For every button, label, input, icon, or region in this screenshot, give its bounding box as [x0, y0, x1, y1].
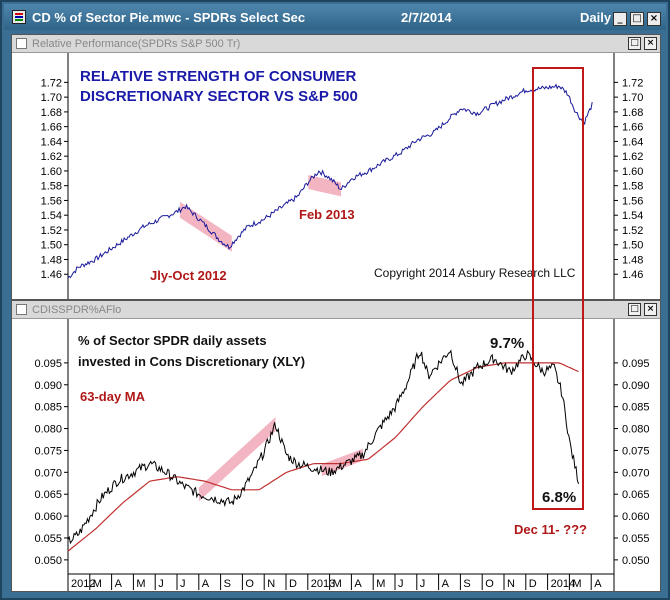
y-tick-label-left: 0.090	[34, 380, 62, 392]
y-tick-label-right: 1.72	[622, 77, 643, 89]
window-date: 2/7/2014	[401, 10, 452, 25]
y-tick-label-right: 1.58	[622, 181, 643, 193]
y-tick-label-right: 1.64	[622, 136, 643, 148]
y-tick-label-right: 0.050	[622, 555, 650, 567]
panel-name: CDISSPDR%AFlo	[32, 304, 122, 316]
y-tick-label-right: 1.68	[622, 107, 643, 119]
y-tick-label-right: 1.62	[622, 151, 643, 163]
y-tick-label-right: 0.085	[622, 402, 650, 414]
relative-strength-chart[interactable]: 1.72 1.72 1.70 1.70 1.68 1.68 1.66 1.66 1.64 1.64…	[12, 35, 660, 299]
y-tick-label-right: 1.70	[622, 92, 643, 104]
panel-maximize-button[interactable]: □	[628, 37, 641, 50]
chart-app-icon	[12, 10, 26, 24]
panel-header: Relative Performance(SPDRs S&P 500 Tr) □…	[12, 35, 660, 53]
y-tick-label-left: 0.085	[34, 402, 62, 414]
panel-close-button[interactable]: ×	[644, 303, 657, 316]
y-tick-label-left: 1.68	[41, 107, 62, 119]
close-button[interactable]: ×	[647, 12, 661, 26]
panel-header: CDISSPDR%AFlo □ ×	[12, 301, 660, 319]
moving-average-line	[67, 362, 579, 552]
y-tick-label-left: 0.065	[34, 489, 62, 501]
highlight-band	[321, 448, 363, 477]
panel-close-button[interactable]: ×	[644, 37, 657, 50]
y-tick-label-right: 0.055	[622, 533, 650, 545]
y-tick-label-right: 0.060	[622, 511, 650, 523]
relative-strength-line	[67, 83, 593, 279]
panel-name: Relative Performance(SPDRs S&P 500 Tr)	[32, 38, 241, 50]
minimize-button[interactable]: _	[613, 12, 627, 26]
y-tick-label-right: 0.080	[622, 424, 650, 436]
title-bar[interactable]: CD % of Sector Pie.mwc - SPDRs Select Se…	[4, 4, 666, 30]
sector-assets-line	[67, 349, 579, 545]
y-tick-label-left: 1.64	[41, 136, 62, 148]
y-tick-label-left: 1.52	[41, 225, 62, 237]
y-tick-label-right: 0.075	[622, 445, 650, 457]
y-tick-label-right: 1.48	[622, 254, 643, 266]
y-tick-label-right: 1.54	[622, 210, 643, 222]
y-tick-label-left: 1.70	[41, 92, 62, 104]
period-label[interactable]: Daily	[580, 10, 612, 25]
y-tick-label-left: 1.66	[41, 122, 62, 134]
y-tick-label-right: 0.090	[622, 380, 650, 392]
y-tick-label-left: 1.50	[41, 240, 62, 252]
y-tick-label-right: 0.065	[622, 489, 650, 501]
y-tick-label-right: 1.60	[622, 166, 643, 178]
y-tick-label-left: 1.62	[41, 151, 62, 163]
y-tick-label-left: 1.58	[41, 181, 62, 193]
y-tick-label-left: 1.72	[41, 77, 62, 89]
y-tick-label-right: 1.56	[622, 195, 643, 207]
y-tick-label-left: 0.075	[34, 445, 62, 457]
y-tick-label-right: 1.46	[622, 269, 643, 281]
sector-assets-chart[interactable]: 0.095 0.095 0.090 0.090 0.085 0.085 0.080 0.080…	[12, 301, 660, 591]
y-tick-label-right: 0.095	[622, 358, 650, 370]
panel-checkbox[interactable]	[16, 304, 27, 315]
sector-assets-panel: CDISSPDR%AFlo □ × 0.095 0.095 0.090 0.090 0.…	[11, 300, 661, 592]
y-tick-label-right: 1.52	[622, 225, 643, 237]
y-tick-label-left: 0.055	[34, 533, 62, 545]
y-tick-label-left: 1.56	[41, 195, 62, 207]
y-tick-label-left: 1.54	[41, 210, 62, 222]
y-tick-label-left: 0.050	[34, 555, 62, 567]
y-tick-label-left: 1.46	[41, 269, 62, 281]
highlight-band	[199, 417, 276, 502]
y-tick-label-left: 1.60	[41, 166, 62, 178]
y-tick-label-right: 1.66	[622, 122, 643, 134]
y-tick-label-left: 0.060	[34, 511, 62, 523]
y-tick-label-right: 0.070	[622, 467, 650, 479]
y-tick-label-left: 1.48	[41, 254, 62, 266]
window-title: CD % of Sector Pie.mwc - SPDRs Select Se…	[32, 9, 306, 25]
y-tick-label-right: 1.50	[622, 240, 643, 252]
y-tick-label-left: 0.095	[34, 358, 62, 370]
highlight-band	[308, 175, 341, 197]
y-tick-label-left: 0.080	[34, 424, 62, 436]
panel-maximize-button[interactable]: □	[628, 303, 641, 316]
panel-checkbox[interactable]	[16, 38, 27, 49]
maximize-button[interactable]: □	[630, 12, 644, 26]
relative-performance-panel: Relative Performance(SPDRs S&P 500 Tr) □…	[11, 34, 661, 300]
y-tick-label-left: 0.070	[34, 467, 62, 479]
